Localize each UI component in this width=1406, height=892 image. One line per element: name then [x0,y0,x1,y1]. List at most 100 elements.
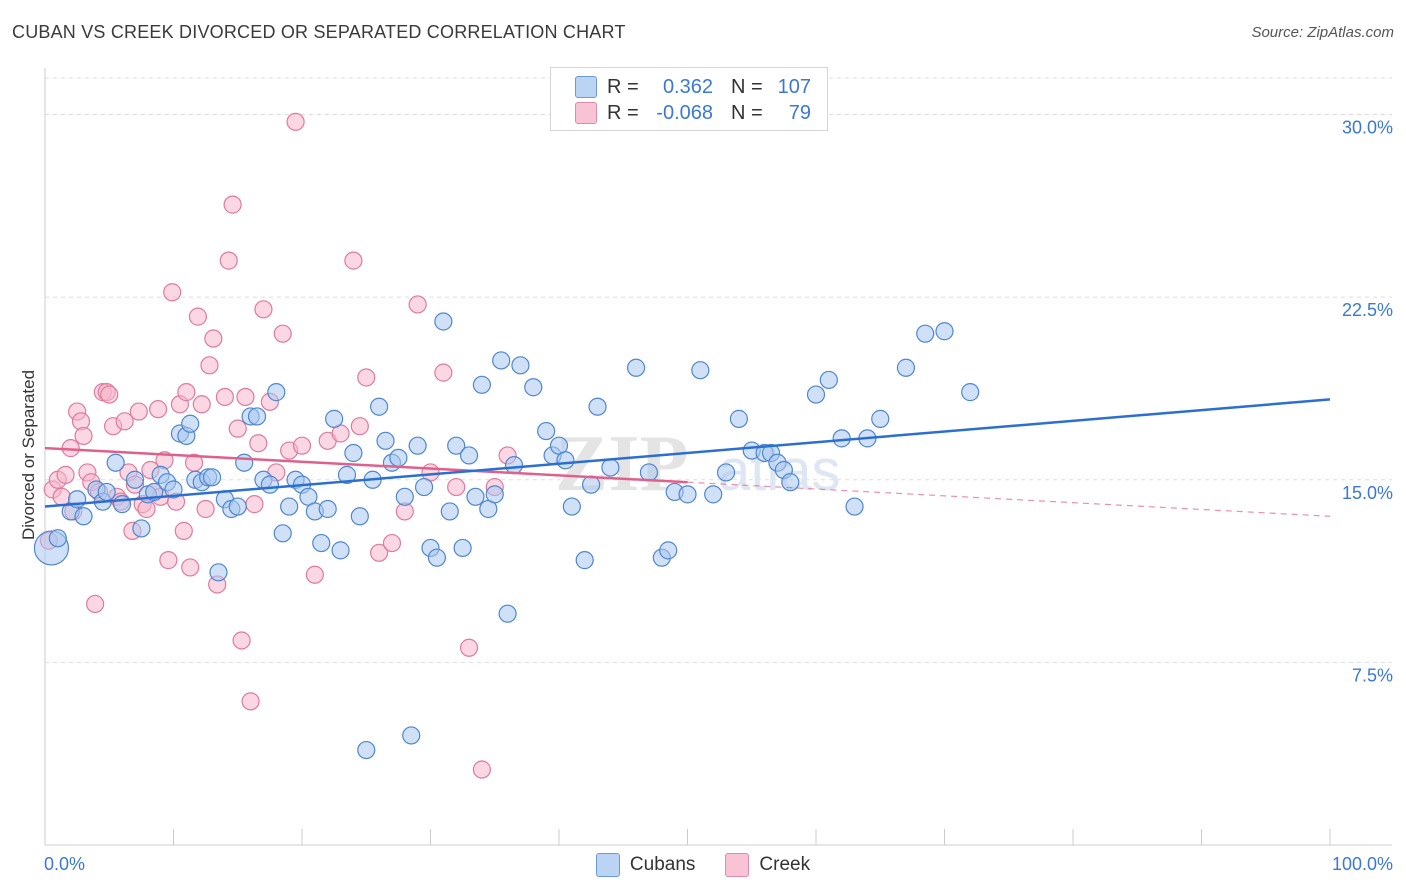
legend-row-cubans: R = 0.362 N = 107 [575,74,811,100]
cubans-legend-swatch [595,853,620,877]
creek-swatch [575,102,597,124]
creek-point [177,383,196,402]
creek-point [223,195,242,214]
cubans-point [440,502,459,521]
cubans-point [267,383,286,402]
cubans-point [466,487,485,506]
cubans-point [331,541,350,560]
cubans-point [504,456,524,475]
cubans-point [659,541,678,560]
creek-point [254,300,273,319]
creek-point [344,251,363,270]
cubans-point [485,485,504,504]
cubans-point [453,538,472,558]
cubans-point [845,497,864,516]
cubans-point [74,507,93,526]
creek-point [174,521,193,540]
creek-point [52,487,71,506]
creek-point [245,495,264,514]
creek-point [350,417,369,436]
cubans-point [678,485,697,504]
creek-point [286,112,305,131]
cubans-point [164,480,183,499]
n-value: 79 [788,101,811,124]
cubans-point [781,473,800,492]
cubans-point [350,507,369,526]
cubans-point [325,409,344,428]
cubans-point [524,378,543,397]
cubans-point [427,548,447,567]
y-tick-label: 7.5% [1352,665,1393,685]
creek-point [273,324,292,343]
cubans-point [447,436,466,455]
cubans-point [961,383,980,402]
cubans-point [97,482,116,502]
cubans-point [575,551,594,570]
cubans-point [704,485,723,504]
creek-point [249,434,268,453]
creek-point [292,436,312,455]
n-label: N = [731,101,763,124]
creek-point [370,543,389,562]
creek-point [459,638,479,657]
creek-point [129,402,148,421]
cubans-point [280,497,299,516]
creek-point [236,387,255,407]
cubans-point [247,407,267,426]
creek-point [219,251,238,270]
legend-item-creek[interactable]: Creek [725,853,810,877]
cubans-point [202,468,222,487]
cubans-point [125,470,145,489]
cubans-point [434,312,453,331]
y-tick-label: 15.0% [1342,483,1393,503]
cubans-point [626,358,646,377]
n-value: 107 [777,75,811,98]
cubans-point [492,351,511,370]
cubans-point [273,524,292,543]
cubans-point [896,358,916,377]
creek-point [100,385,119,404]
creek-legend-label: Creek [759,854,811,875]
creek-point [148,400,168,419]
legend-row-creek: R = -0.068 N = 79 [575,100,811,126]
cubans-point [832,429,851,448]
creek-point [56,465,75,484]
creek-trend-extension [687,481,1331,517]
y-tick-label: 30.0% [1342,118,1393,138]
creek-point [215,387,234,407]
y-axis-label: Divorced or Separated [19,370,38,540]
cubans-point [716,463,736,482]
cubans-point [181,414,200,433]
cubans-point [318,499,337,519]
cubans-point [132,519,151,538]
cubans-point [935,322,954,341]
cubans-point [819,370,838,390]
creek-point [181,558,200,577]
cubans-point [228,497,247,516]
creek-point [115,412,134,431]
cubans-point [871,409,890,428]
creek-point [357,368,376,387]
cubans-point [601,458,620,477]
legend-item-cubans[interactable]: Cubans [595,853,695,877]
cubans-point [260,475,279,494]
creek-trend-line [44,446,688,484]
cubans-point [312,533,331,553]
creek-point [188,307,208,326]
creek-point [305,565,324,584]
creek-point [447,477,466,497]
cubans-point [402,726,421,745]
creek-point [204,329,223,348]
cubans-point [106,453,125,472]
cubans-trend-line [44,398,1331,508]
stats-legend: R = 0.362 N = 107 R = -0.068 N = 79 [550,67,828,131]
cubans-point [556,451,575,470]
creek-point [241,692,260,711]
cubans-point [414,477,434,497]
x-tick-label: 100.0% [1332,854,1393,874]
cubans-point [376,431,395,450]
cubans-point [344,443,363,463]
x-tick-label: 0.0% [44,854,85,874]
chart-title: CUBAN VS CREEK DIVORCED OR SEPARATED COR… [12,22,626,42]
